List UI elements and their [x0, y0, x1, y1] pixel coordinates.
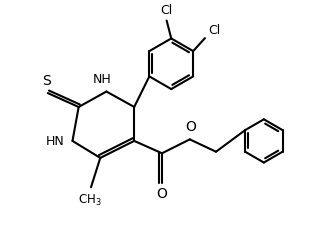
- Text: NH: NH: [92, 73, 111, 86]
- Text: CH$_3$: CH$_3$: [78, 193, 101, 208]
- Text: HN: HN: [46, 135, 65, 148]
- Text: O: O: [156, 187, 168, 201]
- Text: Cl: Cl: [209, 24, 221, 37]
- Text: S: S: [42, 74, 51, 89]
- Text: Cl: Cl: [160, 4, 173, 17]
- Text: O: O: [185, 120, 196, 134]
